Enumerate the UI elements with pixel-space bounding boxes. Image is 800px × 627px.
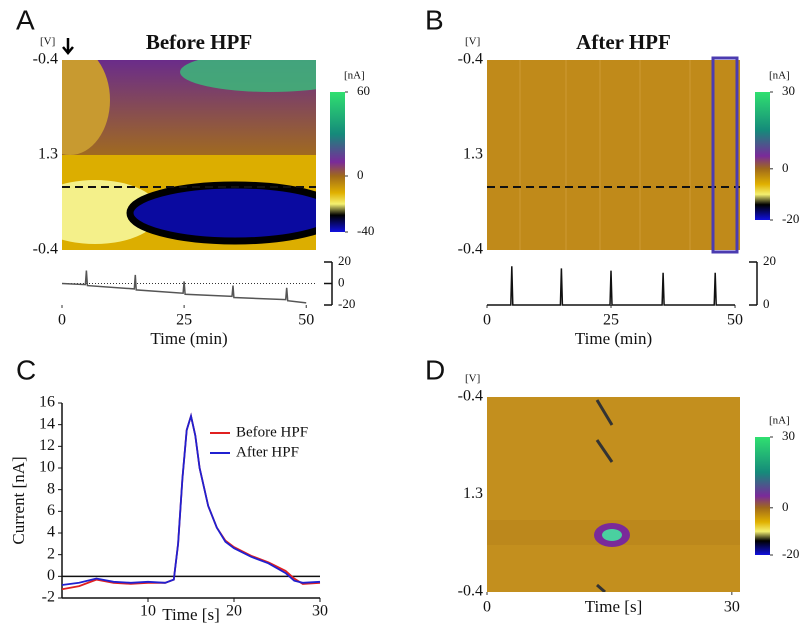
- y-tick-label: -0.4: [458, 241, 483, 258]
- y-tick-label: -0.4: [458, 51, 483, 68]
- y-tick-label: 0: [47, 567, 55, 584]
- x-axis-label: Time (min): [575, 329, 652, 348]
- colorbar-label: [nA]: [769, 70, 790, 82]
- x-axis-label: Time (min): [150, 329, 227, 348]
- current-trace: [487, 266, 735, 306]
- y-tick-label: -0.4: [33, 241, 58, 258]
- x-tick-label: 25: [176, 312, 192, 329]
- y-tick-label: 8: [47, 480, 55, 497]
- trace-tick-label: 20: [338, 253, 351, 268]
- colorbar: [755, 92, 770, 220]
- panel-label: A: [16, 4, 35, 35]
- series-line: [61, 412, 321, 591]
- x-axis-label: Time [s]: [585, 597, 642, 616]
- y-axis-label: [V]: [465, 373, 480, 385]
- heatmap-image: [487, 397, 740, 592]
- chart-title: After HPF: [576, 30, 671, 54]
- chart-title: Before HPF: [146, 30, 252, 54]
- legend-label: Before HPF: [236, 424, 308, 440]
- x-tick-label: 0: [58, 312, 66, 329]
- legend-label: After HPF: [236, 444, 299, 460]
- trace-tick-label: -20: [338, 296, 355, 311]
- trace-tick-label: 0: [763, 296, 770, 311]
- y-tick-label: 16: [39, 394, 55, 411]
- trace-tick-label: 0: [338, 274, 345, 289]
- colorbar-tick-label: 0: [357, 167, 364, 182]
- series-line: [61, 412, 321, 586]
- y-tick-label: 4: [47, 524, 55, 541]
- y-tick-label: 14: [39, 415, 55, 432]
- heatmap-image: [62, 60, 316, 250]
- y-tick-label: 10: [39, 459, 55, 476]
- x-tick-label: 25: [603, 312, 619, 329]
- y-tick-label: -0.4: [33, 51, 58, 68]
- y-axis-label: [V]: [465, 36, 480, 48]
- x-axis-label: Time [s]: [162, 605, 219, 624]
- y-tick-label: -0.4: [458, 583, 483, 600]
- panel-label: D: [425, 354, 445, 385]
- x-tick-label: 30: [724, 599, 740, 616]
- x-tick-label: 50: [298, 312, 314, 329]
- colorbar-tick-label: 30: [782, 428, 795, 443]
- x-tick-label: 0: [483, 312, 491, 329]
- x-tick-label: 50: [727, 312, 743, 329]
- panel-label: C: [16, 354, 36, 385]
- heatmap-image: [487, 56, 740, 254]
- y-tick-label: -0.4: [458, 388, 483, 405]
- colorbar-tick-label: -20: [782, 211, 799, 226]
- stimulus-arrow: [62, 38, 74, 55]
- y-tick-label: 1.3: [463, 485, 483, 502]
- x-tick-label: 20: [226, 603, 242, 620]
- current-trace: [61, 270, 307, 304]
- colorbar: [330, 92, 345, 232]
- colorbar-label: [nA]: [344, 70, 365, 82]
- colorbar-tick-label: 60: [357, 83, 370, 98]
- colorbar-label: [nA]: [769, 415, 790, 427]
- y-tick-label: -2: [42, 589, 55, 606]
- colorbar-tick-label: 0: [782, 160, 789, 175]
- colorbar-tick-label: -20: [782, 546, 799, 561]
- x-tick-label: 30: [312, 603, 328, 620]
- y-tick-label: 1.3: [38, 146, 58, 163]
- trace-tick-label: 20: [763, 253, 776, 268]
- colorbar-tick-label: 30: [782, 83, 795, 98]
- colorbar: [755, 437, 770, 555]
- y-tick-label: 6: [47, 502, 55, 519]
- y-axis-label: Current [nA]: [9, 456, 28, 544]
- colorbar-tick-label: -40: [357, 223, 374, 238]
- y-tick-label: 12: [39, 437, 55, 454]
- y-axis-label: [V]: [40, 36, 55, 48]
- colorbar-tick-label: 0: [782, 499, 789, 514]
- x-tick-label: 0: [483, 599, 491, 616]
- y-tick-label: 2: [47, 545, 55, 562]
- panel-label: B: [425, 4, 444, 35]
- x-tick-label: 10: [140, 603, 156, 620]
- y-tick-label: 1.3: [463, 146, 483, 163]
